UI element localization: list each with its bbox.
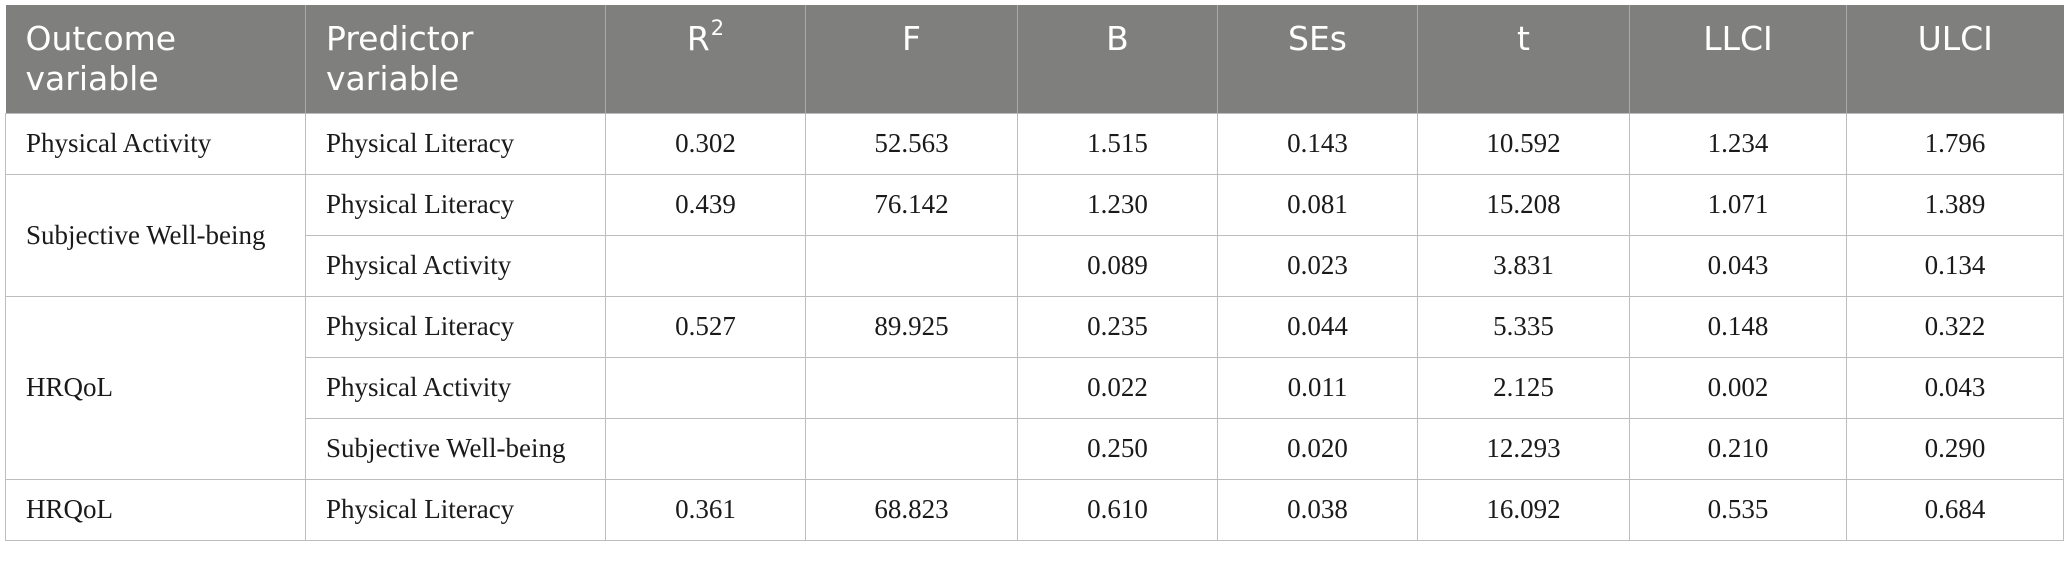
llci-cell: 0.210 [1629,417,1847,480]
outcome-cell: Subjective Well-being [5,173,306,297]
header-llci: LLCI [1629,5,1847,113]
header-ses: SEs [1217,5,1418,113]
se-cell: 0.020 [1217,417,1418,480]
header-f: F [805,5,1018,113]
ulci-cell: 0.684 [1846,478,2064,541]
llci-cell: 0.535 [1629,478,1847,541]
llci-cell: 1.071 [1629,173,1847,236]
table-row: Subjective Well-being 0.250 0.020 12.293… [6,417,2064,480]
f-cell [805,356,1018,419]
table-row: Physical Activity 0.022 0.011 2.125 0.00… [6,356,2064,419]
t-cell: 10.592 [1417,112,1630,175]
llci-cell: 0.002 [1629,356,1847,419]
f-cell: 89.925 [805,295,1018,358]
predictor-cell: Physical Literacy [305,295,606,358]
r2-cell: 0.527 [605,295,806,358]
llci-cell: 0.148 [1629,295,1847,358]
t-cell: 2.125 [1417,356,1630,419]
f-cell [805,417,1018,480]
b-cell: 0.089 [1017,234,1218,297]
f-cell: 68.823 [805,478,1018,541]
se-cell: 0.044 [1217,295,1418,358]
r2-cell [605,356,806,419]
header-b: B [1017,5,1218,113]
b-cell: 1.515 [1017,112,1218,175]
ulci-cell: 0.134 [1846,234,2064,297]
outcome-cell: HRQoL [5,295,306,480]
table-row: Physical Activity Physical Literacy 0.30… [5,112,2064,175]
r2-cell: 0.361 [605,478,806,541]
llci-cell: 1.234 [1629,112,1847,175]
header-r-squared-superscript: 2 [710,16,725,40]
ulci-cell: 1.389 [1846,173,2064,236]
se-cell: 0.023 [1217,234,1418,297]
predictor-cell: Physical Activity [305,234,606,297]
se-cell: 0.143 [1217,112,1418,175]
predictor-cell: Physical Literacy [305,478,606,541]
b-cell: 0.022 [1017,356,1218,419]
table-row: Physical Activity 0.089 0.023 3.831 0.04… [6,234,2064,297]
r2-cell [605,234,806,297]
f-cell [805,234,1018,297]
table-row: HRQoL Physical Literacy 0.527 89.925 0.2… [5,295,2064,480]
outcome-cell: HRQoL [5,478,306,541]
regression-table-container: Outcome variable Predictor variable R2 F… [5,5,2064,541]
se-cell: 0.011 [1217,356,1418,419]
ulci-cell: 0.322 [1846,295,2064,358]
r2-cell: 0.302 [605,112,806,175]
predictor-cell: Physical Literacy [305,173,606,236]
f-cell: 76.142 [805,173,1018,236]
b-cell: 0.610 [1017,478,1218,541]
table-row: HRQoL Physical Literacy 0.361 68.823 0.6… [5,478,2064,541]
header-ulci: ULCI [1846,5,2064,113]
t-cell: 5.335 [1417,295,1630,358]
header-r-squared: R2 [605,5,806,113]
table-body: Physical Activity Physical Literacy 0.30… [5,112,2064,541]
ulci-cell: 0.290 [1846,417,2064,480]
header-outcome-variable: Outcome variable [5,5,306,113]
regression-table: Outcome variable Predictor variable R2 F… [5,5,2064,541]
t-cell: 3.831 [1417,234,1630,297]
outcome-cell: Physical Activity [5,112,306,175]
ulci-cell: 0.043 [1846,356,2064,419]
se-cell: 0.081 [1217,173,1418,236]
t-cell: 15.208 [1417,173,1630,236]
predictor-cell: Physical Literacy [305,112,606,175]
b-cell: 1.230 [1017,173,1218,236]
b-cell: 0.250 [1017,417,1218,480]
r2-cell [605,417,806,480]
t-cell: 12.293 [1417,417,1630,480]
se-cell: 0.038 [1217,478,1418,541]
r2-cell: 0.439 [605,173,806,236]
table-header: Outcome variable Predictor variable R2 F… [5,5,2064,113]
b-cell: 0.235 [1017,295,1218,358]
header-row: Outcome variable Predictor variable R2 F… [5,5,2064,113]
predictor-cell: Physical Activity [305,356,606,419]
table-row: Subjective Well-being Physical Literacy … [5,173,2064,297]
predictor-cell: Subjective Well-being [305,417,606,480]
header-predictor-variable: Predictor variable [305,5,606,113]
llci-cell: 0.043 [1629,234,1847,297]
t-cell: 16.092 [1417,478,1630,541]
f-cell: 52.563 [805,112,1018,175]
ulci-cell: 1.796 [1846,112,2064,175]
header-t: t [1417,5,1630,113]
